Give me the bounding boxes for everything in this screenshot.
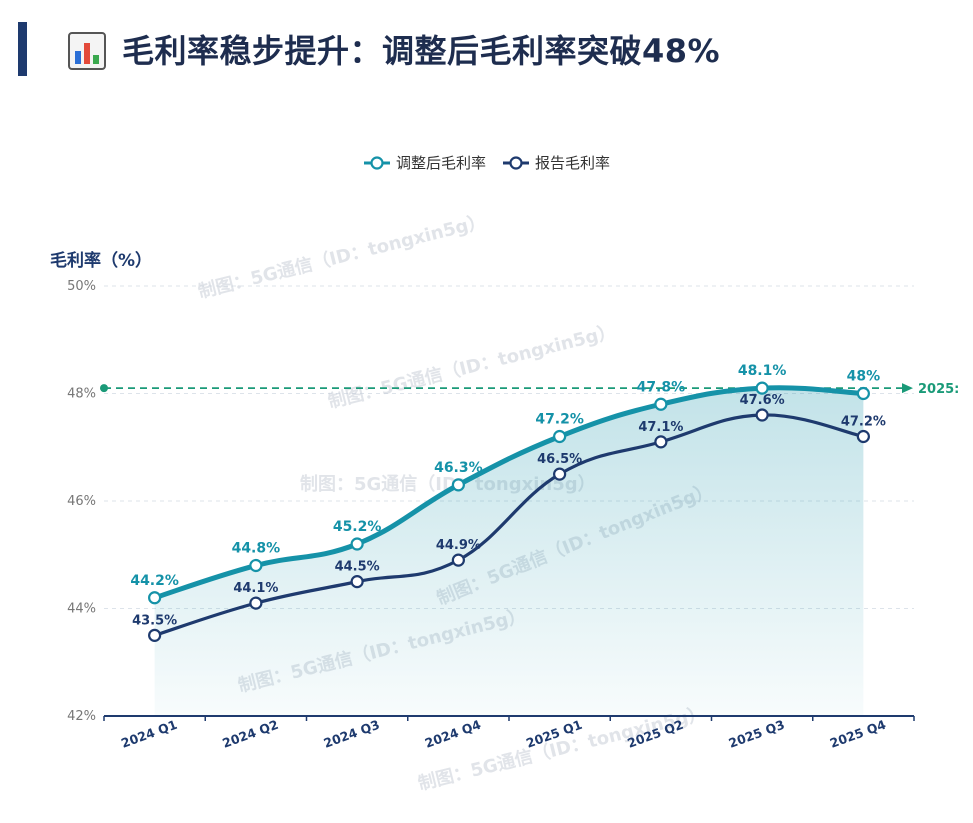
legend-label: 报告毛利率	[535, 154, 610, 172]
reported-data-label: 47.1%	[638, 420, 683, 435]
reported-point	[350, 575, 364, 589]
adjusted-data-label: 47.8%	[637, 379, 686, 395]
legend-swatch-marker	[509, 156, 523, 170]
legend-item-reported[interactable]: 报告毛利率	[503, 154, 610, 172]
y-tick-label: 42%	[67, 709, 96, 724]
reported-data-label: 44.1%	[233, 581, 278, 596]
reported-data-label: 46.5%	[537, 452, 582, 467]
reported-margin-line	[154, 413, 864, 637]
adjusted-data-label: 48%	[847, 369, 881, 385]
x-tick-label: 2024 Q2	[220, 717, 280, 751]
adjusted-point	[856, 386, 870, 401]
adjusted-margin-line	[153, 385, 864, 601]
bar-chart-icon	[68, 32, 106, 70]
x-tick-label: 2024 Q4	[423, 717, 483, 751]
reported-point	[249, 596, 263, 610]
adjusted-point	[249, 558, 263, 573]
legend-swatch-marker	[370, 156, 384, 170]
adjusted-data-label: 44.8%	[232, 541, 281, 557]
adjusted-data-label: 48.1%	[738, 363, 787, 379]
reported-point	[755, 408, 769, 422]
reported-point	[856, 429, 870, 444]
adjusted-point	[755, 381, 769, 395]
reported-point	[148, 628, 162, 642]
adjusted-data-label: 46.3%	[434, 460, 483, 476]
y-axis-label: 毛利率（%）	[50, 250, 152, 271]
reported-data-label: 43.5%	[132, 613, 177, 628]
title-accent-bar	[18, 22, 27, 76]
adjusted-data-label: 44.2%	[130, 573, 179, 589]
adjusted-point	[654, 397, 668, 411]
legend-item-adjusted[interactable]: 调整后毛利率	[364, 154, 486, 172]
x-tick-label: 2025 Q3	[727, 717, 787, 751]
adjusted-point	[553, 429, 567, 444]
watermark-text: 制图：5G通信（ID：tongxin5g）	[326, 320, 618, 413]
reference-arrow	[902, 383, 913, 394]
adjusted-point	[148, 591, 162, 605]
reported-point	[451, 553, 465, 567]
legend-label: 调整后毛利率	[396, 154, 486, 172]
adjusted-data-label: 45.2%	[333, 519, 382, 535]
line-layer	[100, 383, 913, 637]
reported-point	[654, 435, 668, 449]
reported-point	[553, 467, 567, 481]
reference-line-start	[100, 384, 108, 393]
x-tick-label: 2024 Q1	[119, 717, 179, 751]
x-tick-label: 2024 Q3	[322, 717, 382, 751]
area-layer	[154, 387, 864, 716]
reported-data-label: 47.2%	[841, 415, 886, 430]
reported-data-label: 47.6%	[740, 393, 785, 408]
y-tick-label: 48%	[67, 387, 96, 402]
point-layer	[148, 381, 870, 642]
reported-data-label: 44.5%	[335, 560, 380, 575]
reported-data-label: 44.9%	[436, 538, 481, 553]
adjusted-margin-area	[154, 387, 864, 716]
adjusted-point	[350, 537, 364, 551]
y-tick-label: 50%	[67, 279, 96, 294]
y-tick-label: 46%	[67, 494, 96, 509]
header: 毛利率稳步提升：调整后毛利率突破48%	[0, 0, 973, 100]
adjusted-data-label: 47.2%	[535, 412, 584, 428]
reference-label: 2025:	[918, 382, 959, 397]
label-layer: 2025: 44.2% 44.8% 45.2% 46.3% 47.2% 47.8% 48.1%…	[130, 363, 959, 628]
y-tick-label: 44%	[67, 602, 96, 617]
legend[interactable]: 调整后毛利率 报告毛利率	[364, 154, 610, 172]
page-title: 毛利率稳步提升：调整后毛利率突破48%	[122, 32, 721, 70]
x-tick-label: 2025 Q4	[828, 717, 888, 751]
adjusted-point	[451, 478, 465, 492]
watermark-text: 制图：5G通信（ID：tongxin5g）	[196, 210, 488, 303]
